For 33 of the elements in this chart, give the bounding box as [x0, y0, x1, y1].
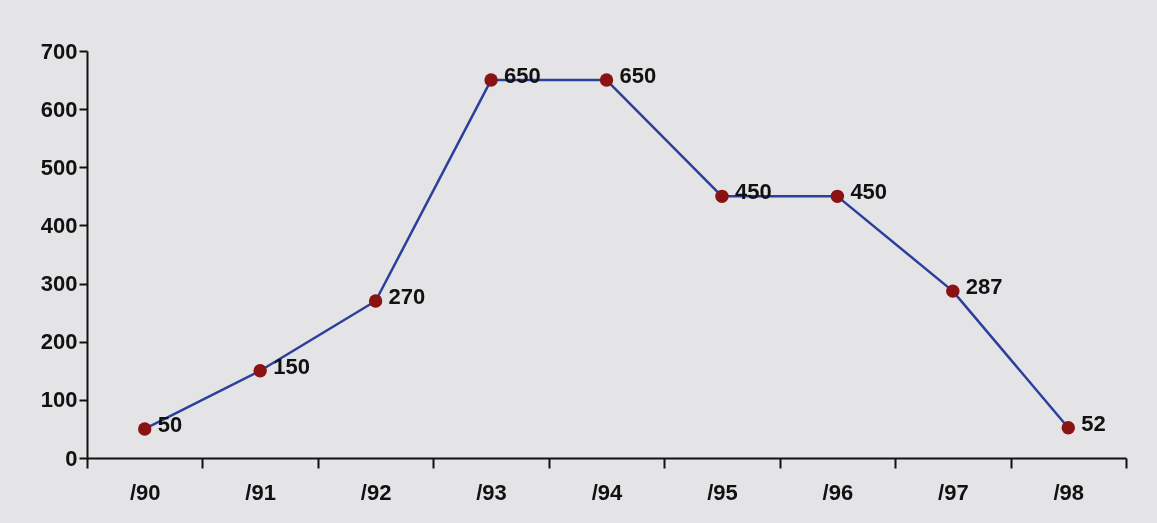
point: [484, 73, 498, 87]
y-tick-label: 600: [40, 96, 78, 122]
point: [138, 422, 152, 436]
x-tick-label: /93: [476, 479, 507, 505]
data-label: 287: [965, 274, 1003, 300]
x-tick-label: /94: [591, 479, 624, 505]
y-tick-label: 700: [40, 38, 78, 64]
x-tick-label: /98: [1053, 479, 1085, 505]
point: [830, 189, 845, 204]
data-label: 52: [1081, 410, 1106, 436]
x-tick-label: /91: [245, 479, 276, 505]
point: [1061, 421, 1075, 435]
data-label: 650: [619, 63, 657, 89]
y-tick-label: 0: [65, 445, 78, 471]
y-tick-label: 500: [40, 154, 78, 180]
point: [253, 364, 267, 378]
data-label: 270: [388, 284, 426, 310]
x-tick-label: /97: [938, 479, 969, 505]
data-label: 150: [273, 353, 310, 379]
x-tick-label: /95: [707, 479, 738, 505]
y-tick-label: 100: [40, 387, 78, 413]
point: [599, 73, 614, 87]
data-label: 450: [850, 179, 888, 205]
x-tick-label: /92: [360, 479, 392, 505]
y-tick-label: 400: [40, 212, 78, 238]
y-tick-label: 300: [40, 271, 78, 297]
point: [946, 284, 960, 298]
x-tick-label: /90: [129, 479, 161, 505]
point: [368, 294, 383, 308]
data-label: 50: [157, 411, 183, 437]
y-tick-label: 200: [40, 329, 78, 355]
point: [715, 189, 729, 204]
x-tick-label: /96: [822, 479, 854, 505]
